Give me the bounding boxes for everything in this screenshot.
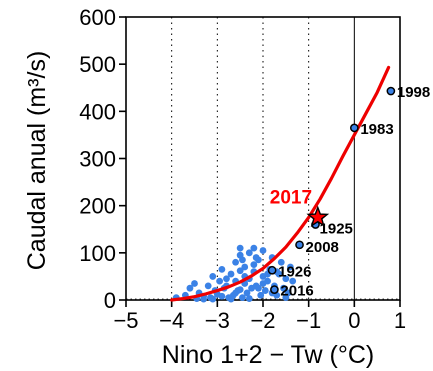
scatter-point [282,275,290,283]
scatter-point [218,292,226,300]
labeled-point [349,123,359,133]
y-axis-title: Caudal anual (m³/s) [23,51,51,271]
scatter-point [280,284,287,292]
scatter-point [200,295,208,303]
year-label: 2008 [306,239,339,256]
scatter-point [245,295,253,302]
highlight-label: 2017 [270,187,312,208]
scatter-point [236,267,244,275]
scatter-point [209,273,217,280]
x-tick-label: −3 [205,308,230,333]
scatter-point [259,280,267,287]
plot-frame [125,16,401,301]
x-axis-title: Nino 1+2 − Tw (°C) [162,341,374,369]
y-tick-label: 500 [79,52,116,77]
year-label: 2016 [280,283,313,300]
scatter-point [252,254,260,261]
scatter-point [289,277,297,285]
y-tick-label: 300 [79,147,116,172]
scatter-point [255,284,262,292]
scatter-point [223,275,230,283]
scatter-point [216,277,224,285]
scatter-point [243,289,251,297]
x-tick-label: 1 [394,308,406,333]
labeled-point [270,285,279,294]
scatter-point [209,295,217,303]
scatter-point [218,265,226,273]
scatter-point [239,256,246,264]
year-label: 1925 [320,221,353,238]
year-label: 1926 [278,263,311,280]
y-tick-label: 400 [79,99,116,124]
year-label: 1998 [397,84,430,101]
scatter-point [186,284,194,292]
x-tick-label: −5 [113,308,138,333]
scatter-point [261,287,269,294]
scatter-point [250,244,258,252]
scatter-point [259,247,267,254]
x-tick-label: −4 [159,308,184,333]
scatter-point [282,294,290,302]
labeled-point [295,240,304,250]
year-label: 1983 [360,121,393,138]
highlight-star [306,205,330,228]
scatter-point [241,263,249,271]
scatter-point [257,291,265,299]
fit-curve [170,65,391,302]
labeled-point [386,86,396,96]
scatter-point [236,244,244,252]
y-tick-label: 200 [79,194,116,219]
scatter-point [232,258,240,266]
x-tick-label: −1 [296,308,321,333]
y-tick-label: 0 [104,288,116,313]
scatter-point [227,270,235,278]
scatter-point [191,280,198,287]
scatter-point [245,249,253,257]
labeled-point [267,265,277,275]
scatter-point [236,286,244,294]
x-tick-label: 0 [348,308,360,333]
scatter-point [287,263,294,271]
scatter-point [204,282,212,290]
scatter-point [239,294,246,302]
scatter-point [227,295,235,303]
scatter-point [250,261,258,269]
y-tick-label: 600 [79,5,116,30]
y-tick-label: 100 [79,241,116,266]
scatter-point [277,258,285,266]
x-tick-label: −2 [250,308,275,333]
